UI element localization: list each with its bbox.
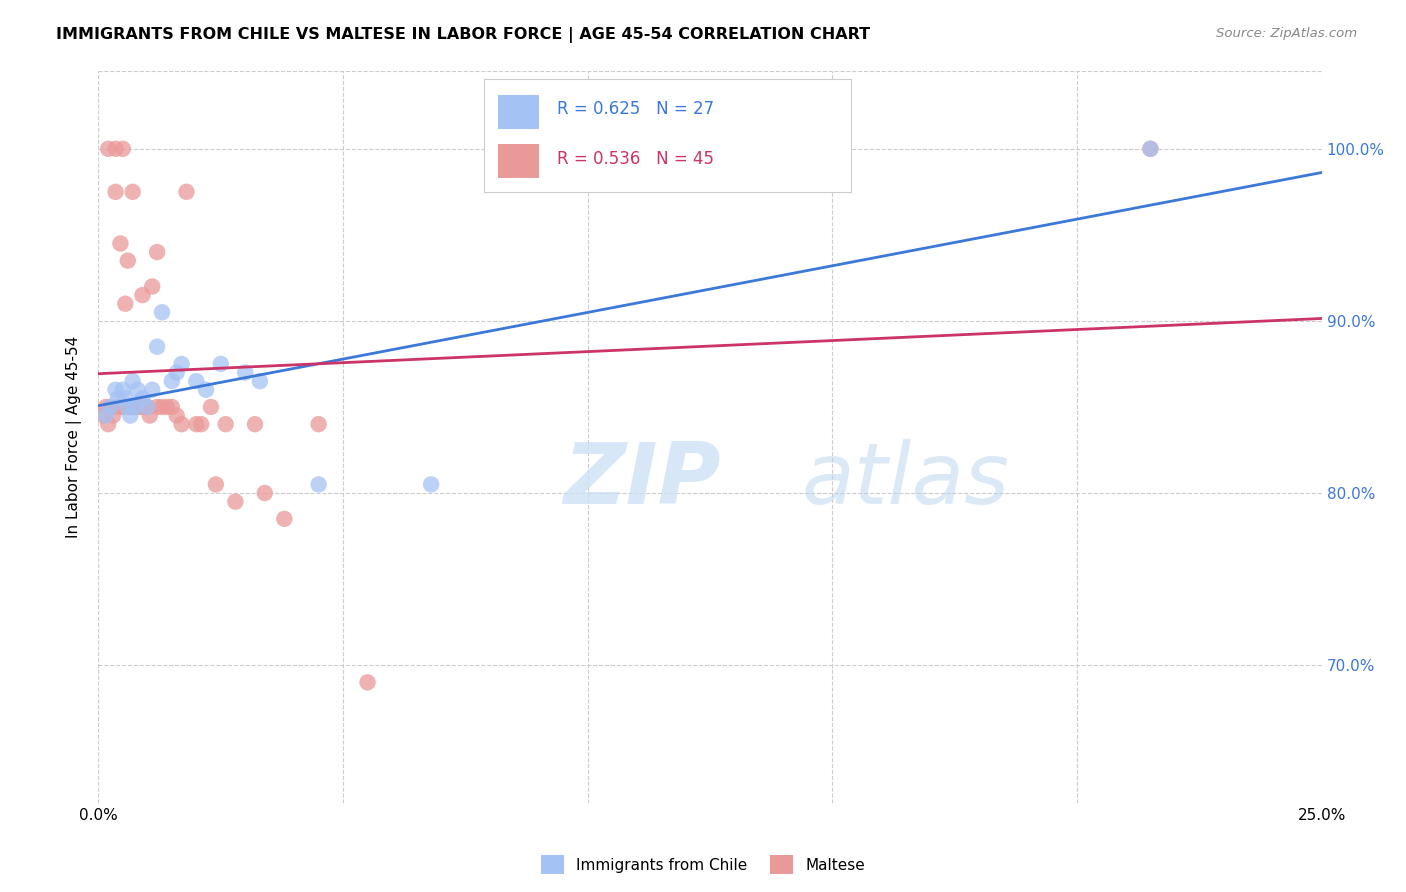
Point (308, 477, 330, 491)
Point (111, 400, 134, 414)
Point (124, 400, 146, 414)
Point (273, 512, 295, 526)
Point (1139, 142, 1161, 156)
Point (176, 185, 198, 199)
Point (214, 417, 236, 432)
Point (139, 409, 162, 423)
Point (233, 366, 256, 380)
Point (308, 417, 330, 432)
Point (243, 417, 266, 432)
Point (97, 417, 120, 432)
Point (121, 374, 143, 388)
Text: ZIP: ZIP (564, 440, 721, 523)
Point (120, 400, 142, 414)
Point (166, 409, 188, 423)
Point (141, 279, 163, 293)
Point (94, 400, 117, 414)
Legend: Immigrants from Chile, Maltese: Immigrants from Chile, Maltese (534, 849, 872, 880)
Point (150, 400, 173, 414)
Point (134, 400, 156, 414)
Point (107, 392, 129, 406)
Point (166, 366, 188, 380)
Point (97, 142, 120, 156)
Point (107, 400, 129, 414)
Point (120, 409, 142, 423)
Point (150, 305, 173, 319)
Point (127, 383, 149, 397)
Point (146, 245, 169, 260)
Point (104, 142, 127, 156)
Point (111, 383, 134, 397)
Point (253, 486, 276, 500)
Point (170, 357, 193, 371)
Point (160, 374, 183, 388)
Point (205, 477, 228, 491)
Point (100, 400, 122, 414)
Point (117, 253, 139, 268)
Point (146, 340, 169, 354)
Point (1139, 142, 1161, 156)
Point (121, 400, 143, 414)
Point (100, 400, 122, 414)
Point (209, 357, 232, 371)
Point (129, 400, 152, 414)
Text: atlas: atlas (801, 440, 1010, 523)
Point (249, 374, 271, 388)
Point (160, 400, 183, 414)
Text: IMMIGRANTS FROM CHILE VS MALTESE IN LABOR FORCE | AGE 45-54 CORRELATION CHART: IMMIGRANTS FROM CHILE VS MALTESE IN LABO… (56, 27, 870, 43)
Point (186, 374, 208, 388)
Y-axis label: In Labor Force | Age 45-54: In Labor Force | Age 45-54 (66, 336, 83, 538)
Text: Source: ZipAtlas.com: Source: ZipAtlas.com (1216, 27, 1357, 40)
Point (110, 236, 132, 251)
Point (131, 288, 153, 302)
Point (136, 400, 159, 414)
Point (104, 185, 127, 199)
Point (200, 400, 222, 414)
Point (170, 417, 193, 432)
Point (131, 392, 153, 406)
Point (114, 392, 136, 406)
Point (127, 400, 149, 414)
Point (195, 383, 218, 397)
Point (186, 417, 208, 432)
Point (146, 400, 169, 414)
Point (420, 477, 443, 491)
Point (156, 400, 179, 414)
Point (94, 409, 117, 423)
Point (224, 494, 246, 508)
Point (114, 296, 136, 310)
Point (356, 675, 378, 690)
Point (121, 185, 143, 199)
Point (111, 142, 134, 156)
Point (117, 400, 139, 414)
Point (104, 383, 127, 397)
Point (124, 400, 146, 414)
Point (91, 409, 114, 423)
Point (101, 409, 124, 423)
Point (141, 383, 163, 397)
Point (136, 400, 159, 414)
Point (190, 417, 212, 432)
